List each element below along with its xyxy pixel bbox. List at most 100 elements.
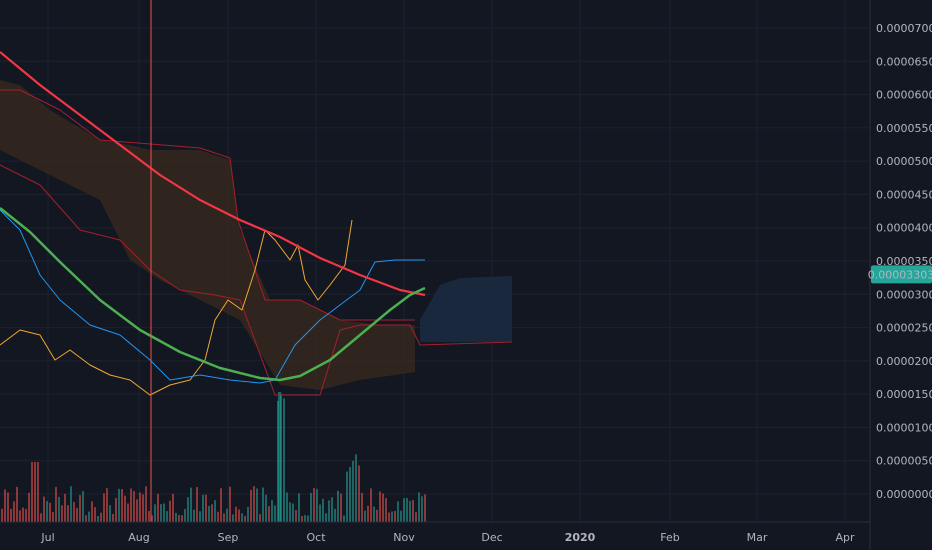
cloud-bearish [0,80,415,390]
volume-bar [259,514,261,522]
volume-bar [247,506,249,522]
candles [150,0,152,522]
volume-bar [52,512,54,522]
volume-bar [46,501,48,522]
volume-bar [313,488,315,522]
volume-bar [94,507,96,522]
y-tick-label: 0.00000500 [876,455,932,468]
chikou-line [0,219,353,396]
volume-bar [190,487,192,522]
volume-bar [109,505,111,522]
volume-bar [82,491,84,522]
volume-bar [235,506,237,522]
volume-bar [295,509,297,522]
y-tick-label: 0.00004000 [876,222,932,235]
volume-bar [406,497,408,522]
volume-bar [238,509,240,522]
y-tick-label: 0.00007000 [876,22,932,35]
volume-bar [37,462,39,522]
y-tick-label: 0.00005000 [876,155,932,168]
ma-red-line [0,51,426,297]
volume-bar [394,511,396,522]
x-tick-label: Mar [747,531,768,544]
volume-bar [7,492,9,522]
y-tick-label: 0.00002500 [876,322,932,335]
volume-bar [160,504,162,522]
ichimoku-cloud [0,80,512,390]
volume-bar [298,493,300,522]
volume-bar [187,497,189,522]
volume-bar [205,494,207,522]
time-axis[interactable]: Jul Aug Sep Oct Nov Dec 2020 Feb Mar Apr [40,531,855,544]
volume-bar [178,515,180,522]
volume-bar [328,500,330,522]
volume-bar [376,509,378,522]
volume-bar [88,511,90,522]
y-tick-label: 0.00003500 [876,255,932,268]
volume-bar [412,500,414,522]
volume-bar [400,510,402,522]
y-tick-label: 0.00003000 [876,288,932,301]
volume-bar [349,466,351,522]
volume-bar [196,487,198,522]
volume-bar [232,514,234,522]
volume-bar [253,486,255,522]
volume-bar [172,493,174,522]
volume-bar [142,494,144,522]
volume-bar [391,511,393,522]
volume-bar [76,508,78,522]
volume-bar [217,511,219,522]
volume-bar [283,398,285,522]
volume-bar [85,515,87,522]
volume-bar [28,492,30,522]
volume-bar [184,509,186,522]
volume-bar [91,501,93,522]
volume-bar [61,505,63,522]
volume-bar [289,502,291,522]
volume-bar [268,506,270,522]
volume-bar [409,500,411,522]
y-tick-label: 0.00006500 [876,55,932,68]
volume-bar [250,489,252,522]
x-tick-label: Dec [481,531,502,544]
volume-bar [97,515,99,522]
volume-bar [346,471,348,522]
volume-bar [25,509,27,522]
volume-bar [67,505,69,522]
x-tick-label: 2020 [565,531,596,544]
span-a-line [0,89,415,321]
y-tick-label: 0.00000000 [876,488,932,501]
volume-bar [19,510,21,522]
volume-bar [301,515,303,522]
volume-bar [13,501,15,522]
x-tick-label: Apr [835,531,855,544]
volume-bar [145,486,147,522]
volume-bar [73,501,75,522]
volume-bar [355,454,357,522]
volume-bar [361,492,363,522]
volume-bar [112,513,114,522]
price-axis[interactable]: 0.00000000 0.00000500 0.00001000 0.00001500… [876,22,932,501]
volume-bar [199,511,201,522]
x-tick-label: Sep [218,531,239,544]
volume-bar [370,488,372,522]
volume-bar [265,494,267,522]
volume-bar [148,510,150,522]
volume-bar [310,493,312,522]
volume-bar [133,491,135,522]
volume-bar [220,488,222,522]
volume-bar [169,500,171,522]
volume-bar [343,515,345,522]
y-tick-label: 0.00006000 [876,89,932,102]
y-tick-label: 0.00005500 [876,122,932,135]
volume-bar [4,489,6,522]
last-price-label: 0.00003303 [868,268,932,281]
volume-bar [421,496,423,522]
volume-bar [115,497,117,522]
volume-bar [34,462,36,522]
x-tick-label: Feb [660,531,679,544]
volume-bar [271,500,273,522]
volume-bar [49,502,51,522]
